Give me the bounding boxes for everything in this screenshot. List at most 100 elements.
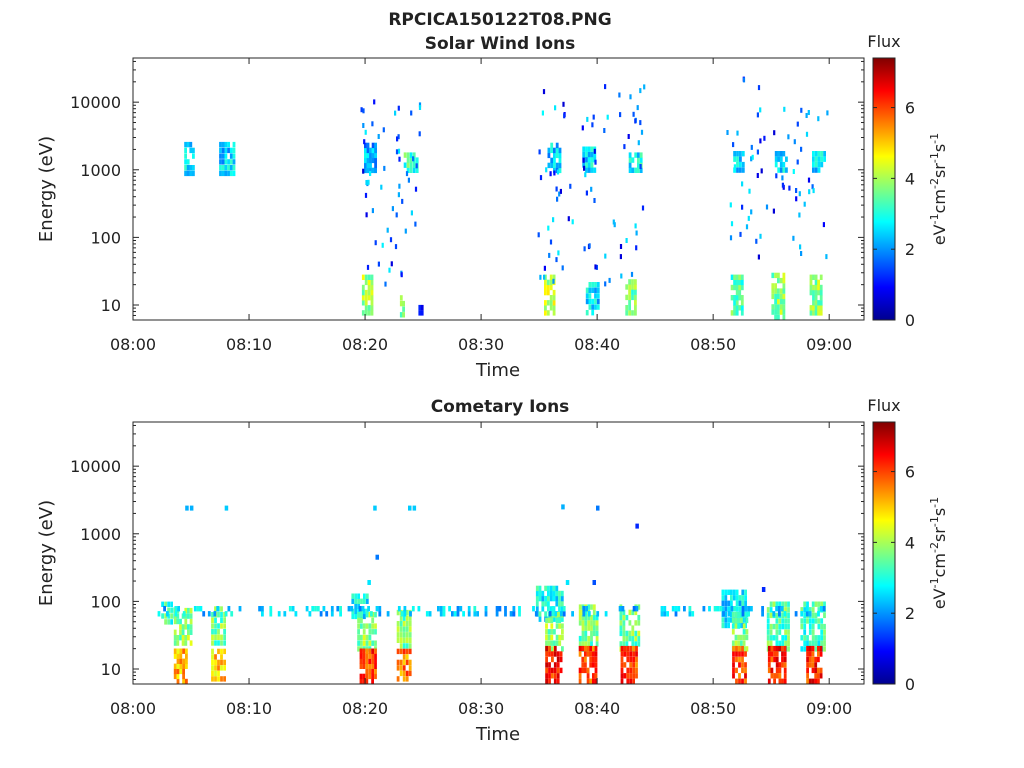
heatmap-cell xyxy=(592,656,595,663)
heatmap-cells xyxy=(184,76,829,320)
heatmap-cell xyxy=(775,612,779,619)
heatmap-cell xyxy=(164,613,167,619)
y-tick-label: 100 xyxy=(90,228,121,247)
heatmap-cell xyxy=(227,165,230,171)
heatmap-cell xyxy=(548,673,551,679)
heatmap-cell xyxy=(817,611,820,617)
heatmap-cell xyxy=(823,640,826,646)
heatmap-cell xyxy=(732,142,735,148)
heatmap-cell xyxy=(405,609,409,616)
heatmap-cell xyxy=(622,620,626,626)
colorbar-unit-label: eV-1cm-2sr-1s-1 xyxy=(928,497,949,609)
heatmap-cell xyxy=(811,184,814,190)
heatmap-cell xyxy=(620,662,624,668)
heatmap-cell xyxy=(374,167,377,174)
panel-solar-wind-ions: Solar Wind Ions 08:00 08:10 08:20 08:30 08:4… xyxy=(36,32,949,381)
heatmap-cell xyxy=(777,277,780,284)
heatmap-cell xyxy=(221,147,225,154)
heatmap-cell xyxy=(185,678,188,684)
heatmap-cell xyxy=(750,156,753,162)
heatmap-cell xyxy=(399,615,403,621)
heatmap-cell xyxy=(396,626,400,632)
heatmap-cell xyxy=(808,623,812,630)
heatmap-cell xyxy=(612,219,615,225)
heatmap-cell xyxy=(590,604,593,610)
heatmap-cell xyxy=(396,621,400,627)
heatmap-cell xyxy=(551,611,555,617)
heatmap-cell xyxy=(553,678,557,684)
heatmap-cell xyxy=(545,667,548,674)
heatmap-cell xyxy=(819,673,823,679)
heatmap-cell xyxy=(622,641,626,647)
heatmap-cell xyxy=(800,107,803,113)
heatmap-cell xyxy=(622,630,626,637)
heatmap-cell xyxy=(702,606,706,612)
heatmap-cell xyxy=(367,179,370,185)
heatmap-cell xyxy=(184,640,188,646)
heatmap-cell xyxy=(405,676,409,682)
heatmap-cell xyxy=(784,607,787,613)
heatmap-cell xyxy=(724,589,728,595)
heatmap-cell xyxy=(189,165,193,171)
heatmap-cell xyxy=(394,110,397,116)
heatmap-cell xyxy=(173,640,177,646)
heatmap-cell xyxy=(374,152,377,159)
heatmap-cell xyxy=(405,648,409,655)
heatmap-cell xyxy=(238,606,242,612)
heatmap-cell xyxy=(587,162,591,168)
heatmap-cell xyxy=(634,305,637,311)
heatmap-cell xyxy=(179,658,183,664)
heatmap-cell xyxy=(590,630,593,637)
heatmap-cell xyxy=(771,293,775,300)
heatmap-cell xyxy=(415,163,418,169)
heatmap-cell xyxy=(391,206,394,212)
heatmap-cell xyxy=(742,629,746,635)
heatmap-cell xyxy=(367,279,371,286)
heatmap-cell xyxy=(420,304,424,311)
heatmap-cell xyxy=(560,601,564,607)
heatmap-cell xyxy=(184,141,187,148)
heatmap-cell xyxy=(637,630,641,637)
heatmap-cell xyxy=(771,272,775,279)
heatmap-cell xyxy=(800,607,804,613)
heatmap-cell xyxy=(635,662,638,668)
heatmap-cell xyxy=(724,600,728,606)
heatmap-cell xyxy=(688,606,692,612)
heatmap-cell xyxy=(814,274,818,280)
heatmap-cell xyxy=(784,601,787,607)
heatmap-cell xyxy=(375,606,379,612)
heatmap-cell xyxy=(550,162,554,169)
heatmap-cell xyxy=(635,523,639,529)
heatmap-cell xyxy=(351,598,355,604)
heatmap-cell xyxy=(774,293,777,300)
heatmap-cell xyxy=(176,653,180,659)
heatmap-cell xyxy=(628,284,631,290)
heatmap-cell xyxy=(414,186,418,192)
heatmap-cell xyxy=(721,606,725,612)
heatmap-cell xyxy=(374,157,377,164)
heatmap-cell xyxy=(467,606,471,612)
heatmap-cell xyxy=(418,310,422,316)
heatmap-cell xyxy=(808,678,812,684)
heatmap-cell xyxy=(767,645,771,652)
heatmap-cell xyxy=(371,208,374,214)
heatmap-cell xyxy=(283,611,287,617)
heatmap-cell xyxy=(386,227,389,233)
heatmap-cell xyxy=(553,662,557,668)
heatmap-cell xyxy=(561,629,564,635)
heatmap-cell xyxy=(595,625,599,631)
heatmap-cell xyxy=(567,216,570,222)
heatmap-cell xyxy=(182,668,185,675)
heatmap-cell xyxy=(535,606,539,612)
heatmap-cell xyxy=(408,665,412,671)
heatmap-cell xyxy=(782,167,786,173)
heatmap-cell xyxy=(217,629,220,635)
heatmap-cell xyxy=(176,673,180,680)
heatmap-cell xyxy=(730,617,733,623)
heatmap-cell xyxy=(362,663,366,669)
heatmap-cell xyxy=(373,505,377,511)
heatmap-cell xyxy=(365,673,369,680)
heatmap-cell xyxy=(641,205,645,211)
heatmap-cell xyxy=(584,641,588,647)
heatmap-cell xyxy=(221,159,225,165)
